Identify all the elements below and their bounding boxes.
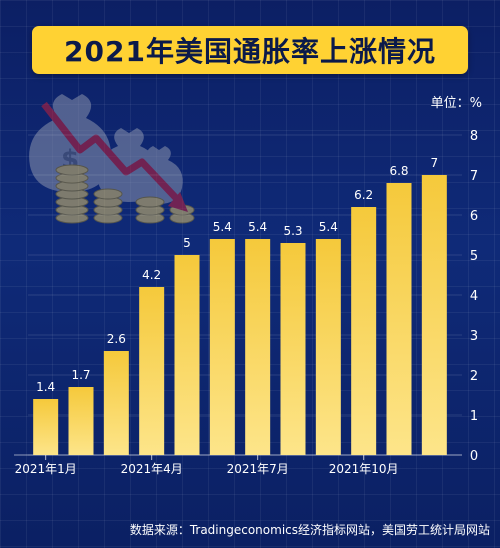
bar [139,287,165,455]
bar-value-label: 5.3 [283,224,302,238]
bar [209,239,235,455]
bars-group [33,175,447,455]
bar-value-label: 4.2 [142,268,161,282]
y-tick-label: 0 [470,449,478,464]
chart-title: 2021年美国通胀率上涨情况 [64,35,436,68]
bar-value-label: 5.4 [319,220,338,234]
bar [386,183,412,455]
bar-value-label: 1.7 [71,368,90,382]
y-tick-label: 2 [470,369,478,384]
bar-value-label: 5 [183,236,191,250]
chart-title-box: 2021年美国通胀率上涨情况 [32,26,468,74]
y-tick-label: 7 [470,169,478,184]
unit-label: 单位：% [430,96,482,111]
bar-value-label: 2.6 [107,332,126,346]
bar-value-label: 7 [431,156,439,170]
bar-value-label: 5.4 [248,220,267,234]
bar [68,387,94,455]
bar [421,175,447,455]
bar [280,243,306,455]
arrow-head-icon [168,192,188,212]
x-tick-label: 2021年4月 [121,462,183,476]
data-source: 数据来源：Tradingeconomics经济指标网站，美国劳工统计局网站 [129,523,490,537]
bar-value-label: 5.4 [213,220,232,234]
bar [174,255,200,455]
inflation-illustration: $ [29,94,195,224]
y-tick-label: 6 [470,209,478,224]
bar [33,399,59,455]
x-tick-label: 2021年1月 [15,462,77,476]
y-tick-label: 4 [470,289,478,304]
coin-stack-icon [55,164,195,224]
bar [103,351,129,455]
bar [315,239,341,455]
x-tick-label: 2021年10月 [329,462,399,476]
y-tick-label: 1 [470,409,478,424]
y-axis-ticks: 0 1 2 3 4 5 6 7 8 [470,129,478,464]
x-tick-label: 2021年7月 [227,462,289,476]
falling-arrow-icon [41,101,179,201]
bar [351,207,377,455]
money-bag-icon [29,94,112,192]
bar-value-label: 1.4 [36,380,55,394]
bar-value-label: 6.8 [389,164,408,178]
value-labels-group: 1.4 1.7 2.6 4.2 5 5.4 5.4 5.3 5.4 6.2 6.8 7 [36,156,438,394]
x-axis-ticks: 2021年1月 2021年4月 2021年7月 2021年10月 [15,455,399,476]
y-tick-label: 8 [470,129,478,144]
y-tick-label: 3 [470,329,478,344]
bar-value-label: 6.2 [354,188,373,202]
bar [245,239,271,455]
y-tick-label: 5 [470,249,478,264]
